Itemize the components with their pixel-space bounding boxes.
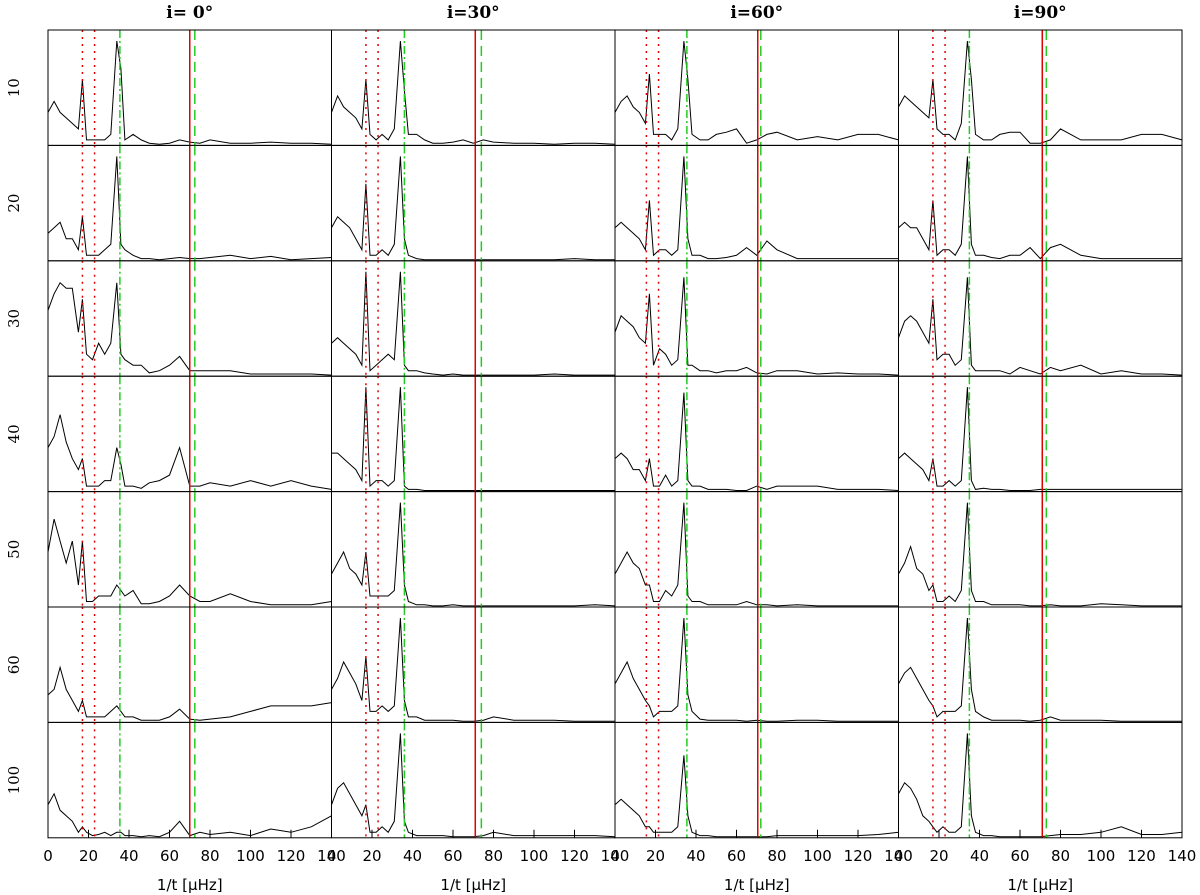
spectrum-line bbox=[47, 665, 332, 721]
x-axis-label: 1/t [μHz] bbox=[1007, 876, 1073, 894]
spectrum-line bbox=[614, 40, 899, 144]
spectrum-line bbox=[898, 733, 1183, 838]
row-label: 30 bbox=[5, 309, 23, 328]
x-tick-label: 40 bbox=[686, 847, 705, 865]
row-label: 60 bbox=[5, 655, 23, 674]
x-tick-label: 20 bbox=[362, 847, 381, 865]
spectrum-line bbox=[898, 387, 1182, 491]
x-tick-label: 140 bbox=[601, 847, 630, 865]
x-tick-label: 120 bbox=[560, 847, 589, 865]
panel-frame bbox=[898, 606, 1183, 723]
row-label: 100 bbox=[5, 766, 23, 795]
spectrum-line bbox=[331, 387, 615, 491]
x-tick-label: 140 bbox=[317, 847, 346, 865]
x-tick-label: 60 bbox=[160, 847, 179, 865]
x-tick-label: 100 bbox=[236, 847, 265, 865]
row-label: 50 bbox=[5, 540, 23, 559]
spectrum-line bbox=[614, 755, 899, 838]
x-tick-label: 120 bbox=[844, 847, 873, 865]
spectrum-line bbox=[331, 617, 615, 722]
spectrum-line bbox=[614, 277, 899, 376]
x-tick-label: 60 bbox=[727, 847, 746, 865]
x-tick-label: 40 bbox=[403, 847, 422, 865]
x-tick-label: 80 bbox=[767, 847, 786, 865]
spectrum-line bbox=[47, 156, 332, 261]
row-label: 40 bbox=[5, 424, 23, 443]
spectrum-line bbox=[331, 271, 615, 376]
panel-frame bbox=[898, 375, 1183, 493]
panel-frame bbox=[331, 375, 616, 493]
panel-frame bbox=[898, 721, 1183, 839]
x-tick-label: 40 bbox=[119, 847, 138, 865]
x-tick-label: 40 bbox=[970, 847, 989, 865]
x-tick-label: 140 bbox=[884, 847, 913, 865]
spectrum-line bbox=[331, 733, 616, 838]
column-title: i=30° bbox=[447, 3, 500, 23]
x-axis-label: 1/t [μHz] bbox=[157, 876, 223, 894]
x-tick-label: 20 bbox=[929, 847, 948, 865]
column-title: i=90° bbox=[1014, 3, 1067, 23]
x-tick-label: 60 bbox=[1010, 847, 1029, 865]
spectrum-line bbox=[898, 617, 1182, 722]
spectrum-line bbox=[614, 502, 899, 607]
x-tick-label: 0 bbox=[610, 847, 620, 865]
x-tick-label: 100 bbox=[1087, 847, 1116, 865]
panel-frame bbox=[614, 375, 899, 493]
x-tick-label: 20 bbox=[646, 847, 665, 865]
panel-frame bbox=[331, 491, 616, 608]
spectrum-line bbox=[898, 277, 1183, 376]
x-tick-label: 0 bbox=[327, 847, 337, 865]
spectrum-line bbox=[331, 40, 616, 145]
panel-frame bbox=[614, 491, 899, 608]
spectrum-line bbox=[898, 502, 1182, 607]
spectrum-line bbox=[614, 392, 899, 491]
panel-frame bbox=[614, 260, 899, 377]
panel-frame bbox=[614, 29, 899, 146]
x-axis-label: 1/t [μHz] bbox=[440, 876, 506, 894]
panel-frame bbox=[331, 260, 616, 377]
x-tick-label: 120 bbox=[277, 847, 306, 865]
panel-frame bbox=[331, 144, 616, 262]
panel-frame bbox=[614, 721, 899, 839]
row-label: 20 bbox=[5, 194, 23, 213]
panel-frame bbox=[331, 29, 616, 146]
x-axis-label: 1/t [μHz] bbox=[724, 876, 790, 894]
spectrum-line bbox=[47, 518, 332, 606]
column-title: i= 0° bbox=[166, 3, 213, 23]
x-tick-label: 0 bbox=[43, 847, 53, 865]
panel-frame bbox=[898, 144, 1183, 262]
spectrum-line bbox=[331, 156, 615, 261]
x-tick-label: 100 bbox=[803, 847, 832, 865]
x-tick-label: 140 bbox=[1168, 847, 1197, 865]
spectrum-line bbox=[47, 414, 332, 490]
x-tick-label: 80 bbox=[1051, 847, 1070, 865]
panel-frame bbox=[331, 606, 616, 723]
x-tick-label: 120 bbox=[1127, 847, 1156, 865]
spectrum-line bbox=[898, 156, 1182, 260]
x-tick-label: 80 bbox=[200, 847, 219, 865]
spectrum-line bbox=[614, 617, 899, 722]
spectrum-line bbox=[898, 40, 1183, 144]
column-title: i=60° bbox=[730, 3, 783, 23]
x-tick-label: 100 bbox=[520, 847, 549, 865]
spectrum-line bbox=[47, 282, 332, 376]
x-tick-label: 80 bbox=[484, 847, 503, 865]
row-label: 10 bbox=[5, 78, 23, 97]
panel-frame bbox=[331, 721, 616, 839]
panel-frame bbox=[898, 491, 1183, 608]
spectrum-line bbox=[614, 156, 899, 260]
x-tick-label: 60 bbox=[443, 847, 462, 865]
x-tick-label: 0 bbox=[894, 847, 904, 865]
panel-frame bbox=[898, 260, 1183, 377]
panel-frame bbox=[614, 144, 899, 262]
spectrum-line bbox=[331, 502, 616, 607]
panel-frame bbox=[614, 606, 899, 723]
x-tick-label: 20 bbox=[79, 847, 98, 865]
spectrum-line bbox=[47, 40, 332, 145]
panel-frame bbox=[898, 29, 1183, 146]
